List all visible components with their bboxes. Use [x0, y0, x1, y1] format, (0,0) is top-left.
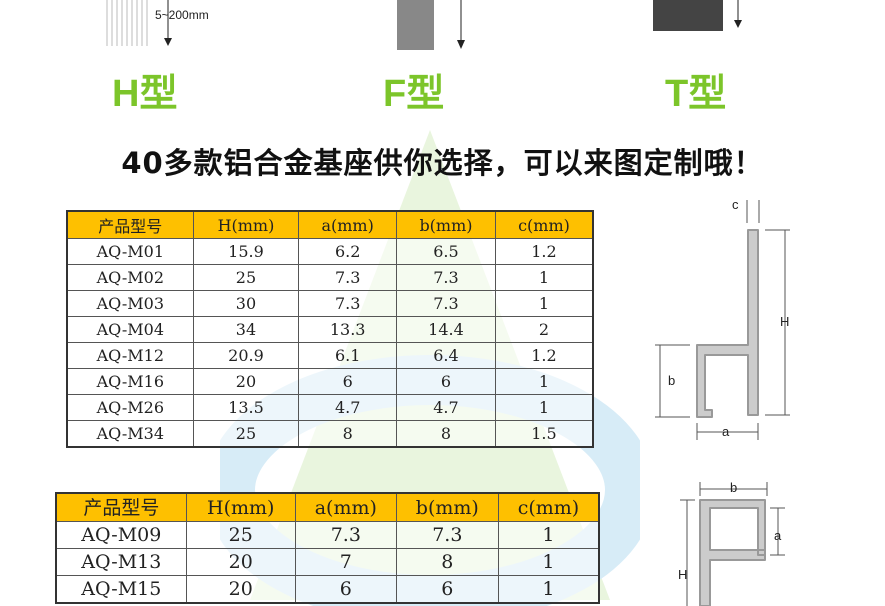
table-row: AQ-M09 25 7.3 7.3 1: [55, 521, 600, 549]
table-row: AQ-M01 15.9 6.2 6.5 1.2: [66, 238, 594, 265]
t-type-label: T型: [665, 73, 727, 115]
value-cell: 8: [396, 420, 496, 448]
table-row: AQ-M03 30 7.3 7.3 1: [66, 290, 594, 317]
value-cell: 1.2: [494, 238, 594, 265]
value-cell: 6.5: [396, 238, 496, 265]
table-header-row: 产品型号 H(mm) a(mm) b(mm) c(mm): [55, 492, 600, 522]
value-cell: 15.9: [192, 238, 300, 265]
length-range-label: 5~200mm: [155, 8, 209, 22]
table-row: AQ-M15 20 6 6 1: [55, 575, 600, 604]
model-cell: AQ-M01: [66, 238, 194, 265]
table-row: AQ-M13 20 7 8 1: [55, 548, 600, 576]
value-cell: 30: [192, 290, 300, 317]
value-cell: 20: [185, 575, 296, 604]
h-type-label: H型: [112, 73, 178, 115]
value-cell: 7.3: [396, 264, 496, 291]
model-cell: AQ-M12: [66, 342, 194, 369]
col-b: b(mm): [396, 210, 496, 239]
value-cell: 1: [497, 521, 600, 549]
value-cell: 6: [298, 368, 397, 395]
headline: 40多款铝合金基座供你选择，可以来图定制哦！: [121, 146, 764, 180]
dim-h-label: H: [780, 314, 790, 329]
col-c: c(mm): [497, 492, 600, 522]
col-b: b(mm): [395, 492, 499, 522]
model-cell: AQ-M04: [66, 316, 194, 343]
value-cell: 8: [395, 548, 499, 576]
model-cell: AQ-M02: [66, 264, 194, 291]
value-cell: 20.9: [192, 342, 300, 369]
value-cell: 7.3: [395, 521, 499, 549]
value-cell: 7.3: [396, 290, 496, 317]
dim-b-label: b: [668, 373, 676, 388]
profile-diagram-h: [655, 200, 790, 440]
table-header-row: 产品型号 H(mm) a(mm) b(mm) c(mm): [66, 210, 594, 239]
table-row: AQ-M04 34 13.3 14.4 2: [66, 316, 594, 343]
value-cell: 25: [192, 264, 300, 291]
value-cell: 4.7: [396, 394, 496, 421]
f-type-label: F型: [383, 73, 445, 115]
model-cell: AQ-M15: [55, 575, 187, 604]
value-cell: 7.3: [298, 264, 397, 291]
value-cell: 13.3: [298, 316, 397, 343]
value-cell: 8: [298, 420, 397, 448]
f-type-brush-image: [397, 0, 465, 50]
model-cell: AQ-M26: [66, 394, 194, 421]
value-cell: 2: [494, 316, 594, 343]
table-row: AQ-M26 13.5 4.7 4.7 1: [66, 394, 594, 421]
value-cell: 6: [395, 575, 499, 604]
col-h: H(mm): [192, 210, 300, 239]
value-cell: 14.4: [396, 316, 496, 343]
value-cell: 1: [494, 394, 594, 421]
value-cell: 1: [494, 264, 594, 291]
value-cell: 1: [494, 290, 594, 317]
t-type-brush-image: [653, 0, 742, 31]
dim-a-label: a: [722, 424, 730, 439]
model-cell: AQ-M34: [66, 420, 194, 448]
value-cell: 6.1: [298, 342, 397, 369]
table-row: AQ-M02 25 7.3 7.3 1: [66, 264, 594, 291]
col-model: 产品型号: [66, 210, 194, 239]
value-cell: 34: [192, 316, 300, 343]
value-cell: 6.2: [298, 238, 397, 265]
value-cell: 7.3: [298, 290, 397, 317]
col-a: a(mm): [298, 210, 397, 239]
model-cell: AQ-M16: [66, 368, 194, 395]
value-cell: 1.5: [494, 420, 594, 448]
profile-diagram-f: [680, 482, 785, 606]
value-cell: 6.4: [396, 342, 496, 369]
value-cell: 20: [185, 548, 296, 576]
value-cell: 6: [294, 575, 397, 604]
dim-h-label: H: [678, 567, 688, 582]
value-cell: 1: [497, 548, 600, 576]
table-row: AQ-M12 20.9 6.1 6.4 1.2: [66, 342, 594, 369]
spec-table-1: 产品型号 H(mm) a(mm) b(mm) c(mm) AQ-M01 15.9 6…: [66, 210, 594, 448]
value-cell: 1.2: [494, 342, 594, 369]
value-cell: 1: [494, 368, 594, 395]
value-cell: 20: [192, 368, 300, 395]
value-cell: 25: [192, 420, 300, 448]
dim-c-label: c: [732, 197, 739, 212]
dim-a-label: a: [774, 528, 782, 543]
col-a: a(mm): [294, 492, 397, 522]
col-h: H(mm): [185, 492, 296, 522]
model-cell: AQ-M13: [55, 548, 187, 576]
value-cell: 4.7: [298, 394, 397, 421]
col-model: 产品型号: [55, 492, 187, 522]
col-c: c(mm): [494, 210, 594, 239]
model-cell: AQ-M09: [55, 521, 187, 549]
h-type-brush-image: [106, 0, 172, 46]
model-cell: AQ-M03: [66, 290, 194, 317]
value-cell: 25: [185, 521, 296, 549]
value-cell: 1: [497, 575, 600, 604]
value-cell: 13.5: [192, 394, 300, 421]
value-cell: 7: [294, 548, 397, 576]
value-cell: 7.3: [294, 521, 397, 549]
spec-table-2: 产品型号 H(mm) a(mm) b(mm) c(mm) AQ-M09 25 7.3…: [55, 492, 600, 604]
dim-b-label: b: [730, 480, 738, 495]
table-row: AQ-M34 25 8 8 1.5: [66, 420, 594, 448]
table-row: AQ-M16 20 6 6 1: [66, 368, 594, 395]
value-cell: 6: [396, 368, 496, 395]
